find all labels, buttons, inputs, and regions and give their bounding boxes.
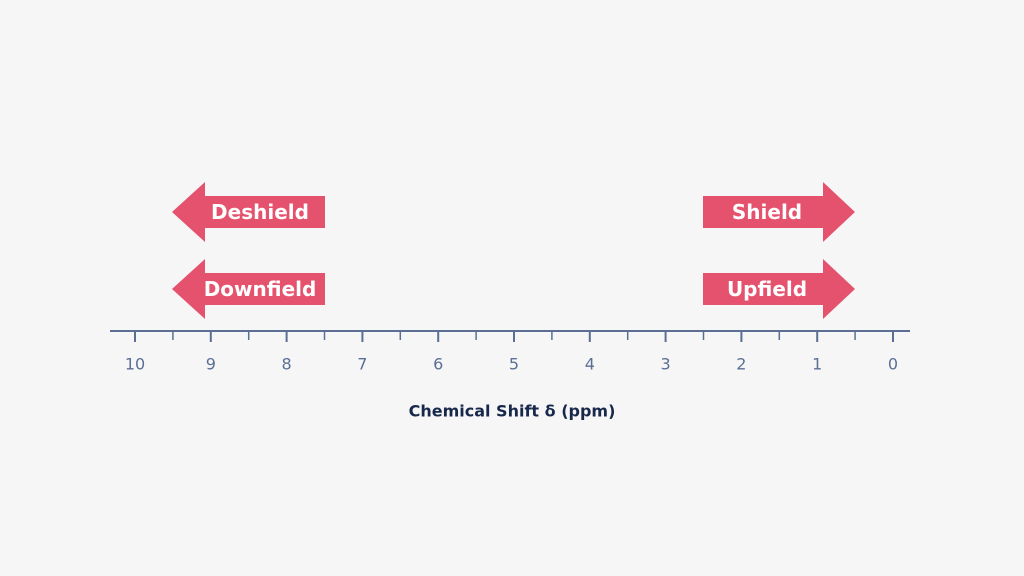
tick-label: 3 <box>661 355 671 374</box>
arrow-downfield: Downfield <box>172 259 325 319</box>
arrow-shape <box>703 259 855 319</box>
tick-label: 0 <box>888 355 898 374</box>
tick-label: 10 <box>125 355 145 374</box>
axis-ticks: 10 9 8 7 6 5 4 3 2 1 0 <box>125 331 898 374</box>
arrow-label: Upfield <box>727 277 807 301</box>
tick-label: 9 <box>206 355 216 374</box>
tick-label: 8 <box>282 355 292 374</box>
arrow-label: Shield <box>732 200 802 224</box>
tick-label: 7 <box>357 355 367 374</box>
arrow-shield: Shield <box>703 182 855 242</box>
arrow-label: Deshield <box>211 200 309 224</box>
arrow-shape <box>172 259 325 319</box>
arrow-label: Downfield <box>204 277 317 301</box>
arrow-deshield: Deshield <box>172 182 325 242</box>
tick-label: 5 <box>509 355 519 374</box>
tick-label: 4 <box>585 355 595 374</box>
arrow-upfield: Upfield <box>703 259 855 319</box>
tick-label: 6 <box>433 355 443 374</box>
arrow-shape <box>703 182 855 242</box>
axis-title: Chemical Shift δ (ppm) <box>409 402 616 421</box>
tick-label: 2 <box>736 355 746 374</box>
arrow-shape <box>172 182 325 242</box>
tick-label: 1 <box>812 355 822 374</box>
